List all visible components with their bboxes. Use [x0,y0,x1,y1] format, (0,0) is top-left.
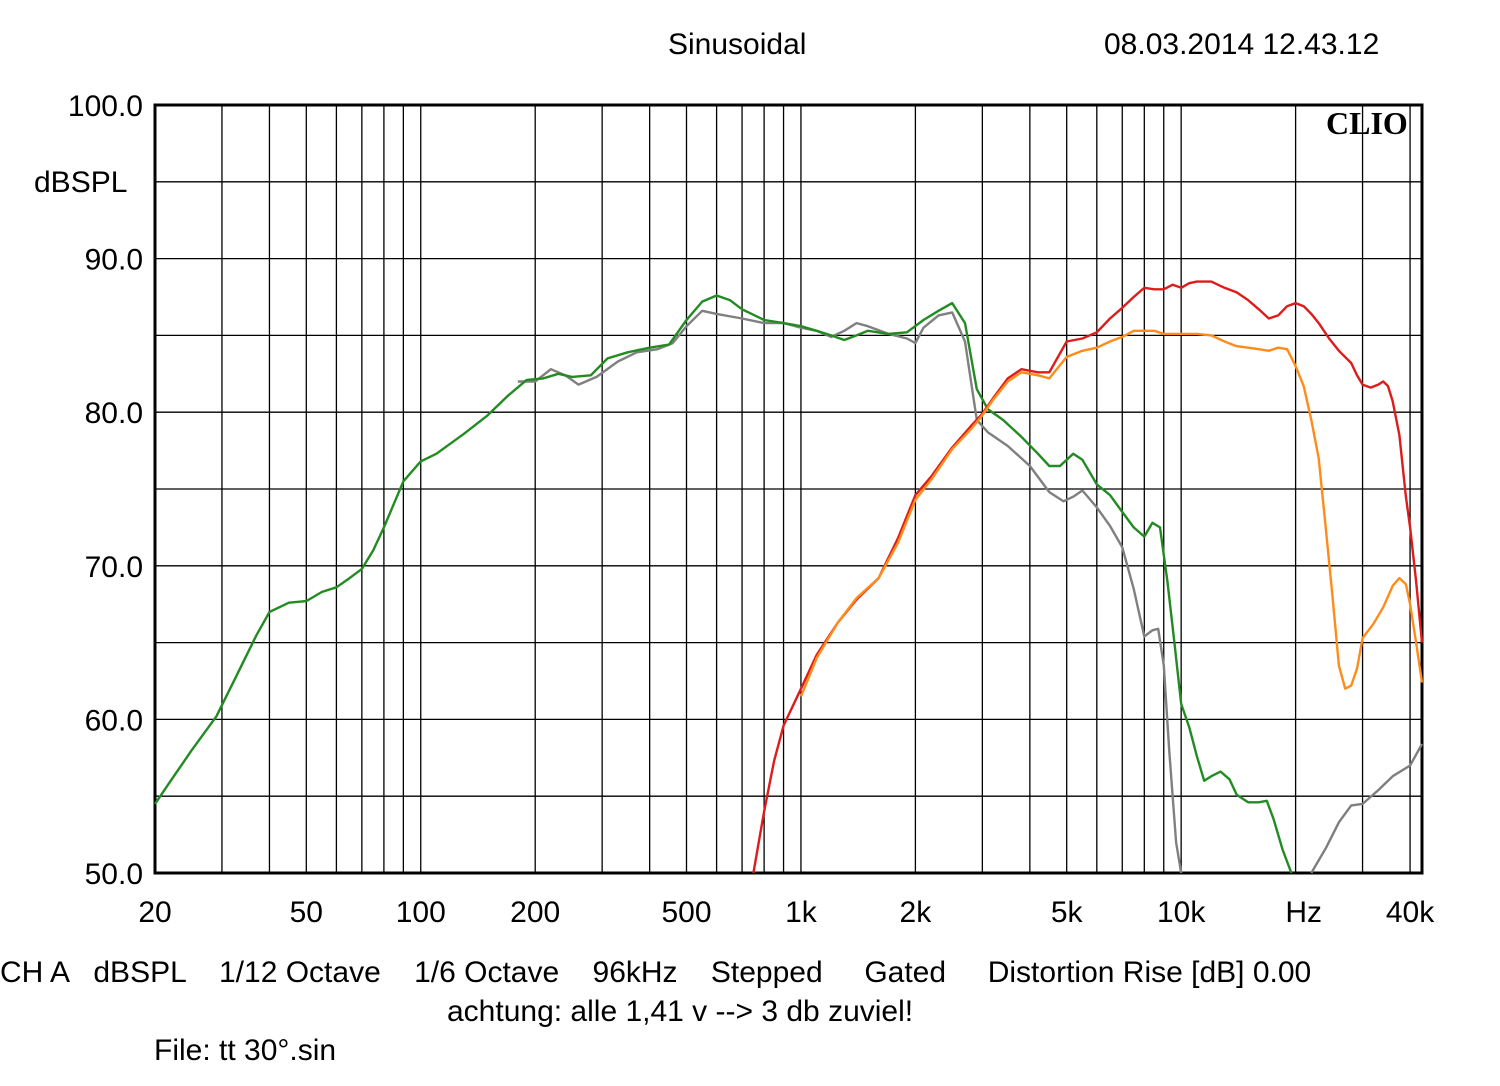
x-tick-label: 500 [661,896,711,929]
y-tick-label: 50.0 [85,858,143,891]
x-axis-unit-label: Hz [1285,896,1322,929]
y-tick-label: 60.0 [85,704,143,737]
series-line-5 [799,329,1424,697]
series-line-4 [752,280,1424,874]
y-axis-unit-label: dBSPL [34,166,128,199]
x-tick-label: 5k [1051,896,1084,929]
tick-labels: 100.0 90.0 80.0 70.0 60.0 50.0 20 50 100 200 500 1k… [68,90,1435,929]
settings-line: CH A dBSPL 1/12 Octave 1/6 Octave 96kHz … [0,956,1312,989]
series-layer [154,280,1424,874]
chart-mode-title: Sinusoidal [668,28,807,61]
plot-frame [153,103,1424,875]
x-tick-label: 100 [396,896,446,929]
note-line: achtung: alle 1,41 v --> 3 db zuviel! [447,995,914,1028]
x-tick-label: 200 [510,896,560,929]
clio-logo: CLIO [1326,105,1408,141]
x-tick-label: 2k [900,896,933,929]
grid-lines [155,105,1422,873]
x-tick-label: 40k [1386,896,1435,929]
y-tick-label: 100.0 [68,90,143,123]
x-tick-label: 50 [290,896,323,929]
series-line-2 [1310,743,1424,874]
series-line-1 [517,309,1183,874]
x-tick-label: 1k [785,896,818,929]
x-tick-label: 10k [1157,896,1206,929]
x-tick-label: 20 [138,896,171,929]
timestamp: 08.03.2014 12.43.12 [1104,28,1380,61]
y-tick-label: 80.0 [85,397,143,430]
file-name: File: tt 30°.sin [154,1034,337,1067]
y-tick-label: 90.0 [85,244,143,277]
y-tick-label: 70.0 [85,551,143,584]
series-line-3 [154,294,1293,874]
